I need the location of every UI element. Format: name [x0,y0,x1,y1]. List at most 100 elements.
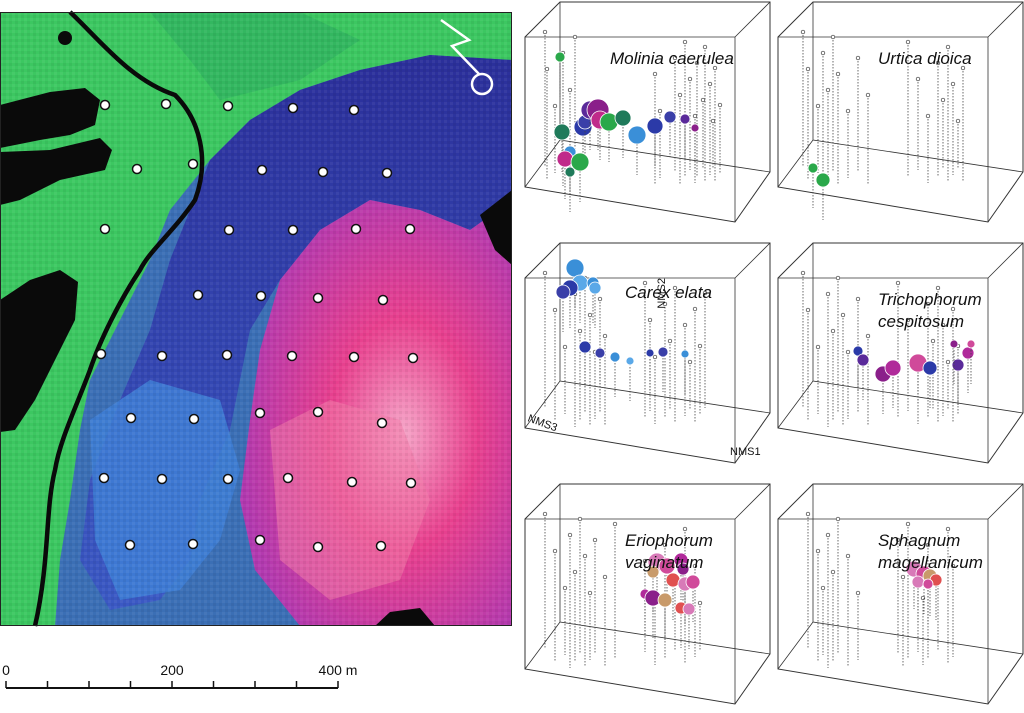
stem-point [597,296,603,302]
stem-point [830,34,836,40]
sampling-plot-marker [255,290,267,302]
sampling-plot-marker [350,223,362,235]
scale-label-200: 200 [160,662,184,678]
abundance-bubble [676,562,690,576]
abundance-bubble [646,565,660,579]
stem-point [950,306,956,312]
nms-panel-urtica: Urtica dioica [777,1,1024,223]
stem-point [587,590,593,596]
abundance-bubble [627,125,647,145]
panel-frame [524,1,771,223]
stem-point [855,296,861,302]
sampling-plot-marker [377,294,389,306]
stem-point [672,55,678,61]
abundance-bubble [658,557,676,575]
abundance-bubble [884,359,902,377]
abundance-bubble [588,281,602,295]
stem-point [820,585,826,591]
stem-point [717,102,723,108]
panel-front-edges [778,242,1024,463]
sampling-plot-marker [287,224,299,236]
stem-point [800,29,806,35]
abundance-bubble [951,358,965,372]
stem-point [865,92,871,98]
stem-point [692,113,698,119]
stem-point [905,521,911,527]
abundance-bubble [663,110,677,124]
species-label: Trichophorum [878,290,982,309]
stem-point [845,108,851,114]
stem-point [905,39,911,45]
sampling-plot-marker [254,534,266,546]
abundance-bubble [570,152,590,172]
stem-point [935,285,941,291]
abundance-bubble [646,117,664,135]
stem-point [930,338,936,344]
stem-point [642,280,648,286]
species-label: Carex elata [625,283,712,302]
sampling-plot-marker [223,224,235,236]
stem-point [642,558,648,564]
sampling-plots [95,98,419,553]
stem-point [667,338,673,344]
stem-point [577,516,583,522]
stem-point [825,87,831,93]
panel-front-edges [525,1,771,222]
abundance-bubble [594,347,606,359]
scale-bar: 0 200 400 m [2,662,358,689]
stem-point [950,81,956,87]
north-arrow-icon [440,18,494,96]
stem-point [697,600,703,606]
abundance-bubble [609,351,621,363]
abundance-bubble [553,123,571,141]
stem-point [940,97,946,103]
abundance-bubble [614,109,632,127]
stem-point [895,280,901,286]
panel-inner-axes [777,2,1024,188]
sampling-plot-marker [256,164,268,176]
stem-point [825,532,831,538]
sampling-plot-marker [348,104,360,116]
abundance-bubble [690,123,700,133]
species-label: cespitosum [878,312,964,331]
stem-point [845,349,851,355]
sampling-plot-marker [160,98,172,110]
abundance-bubble [966,339,976,349]
map-frame [0,12,512,626]
site-map [0,10,512,627]
scale-label-400: 400 m [319,662,358,678]
stem-point [582,553,588,559]
abundance-bubble [685,574,701,590]
stem-point [672,285,678,291]
stem-point [662,301,668,307]
sampling-plot-marker [282,472,294,484]
stem-point [900,574,906,580]
nms-panel-eriophorum: Eriophorum vaginatum [524,483,771,705]
stem-point [955,118,961,124]
sampling-plot-marker [254,407,266,419]
stem-point [542,511,548,517]
nms-panel-sphagnum: Sphagnum magellanicum [777,483,1024,705]
sampling-plot-marker [221,349,233,361]
stem-point [677,92,683,98]
abundance-bubble [856,353,870,367]
sampling-plot-marker [312,292,324,304]
sampling-plot-marker [98,472,110,484]
sampling-plot-marker [188,413,200,425]
sampling-plot-marker [312,541,324,553]
sampling-plot-marker [346,476,358,488]
stem-point [552,307,558,313]
abundance-bubble [645,348,655,358]
stem-point [682,322,688,328]
stem-point [815,103,821,109]
sampling-plot-marker [312,406,324,418]
abundance-bubble [922,360,938,376]
sampling-plot-marker [405,477,417,489]
sampling-plot-marker [375,540,387,552]
sampling-plot-marker [222,473,234,485]
stem-point [707,81,713,87]
panel-inner-axes [777,484,1024,670]
species-label: Eriophorum [625,531,713,550]
stem-point [544,66,550,72]
sampling-plot-marker [187,538,199,550]
